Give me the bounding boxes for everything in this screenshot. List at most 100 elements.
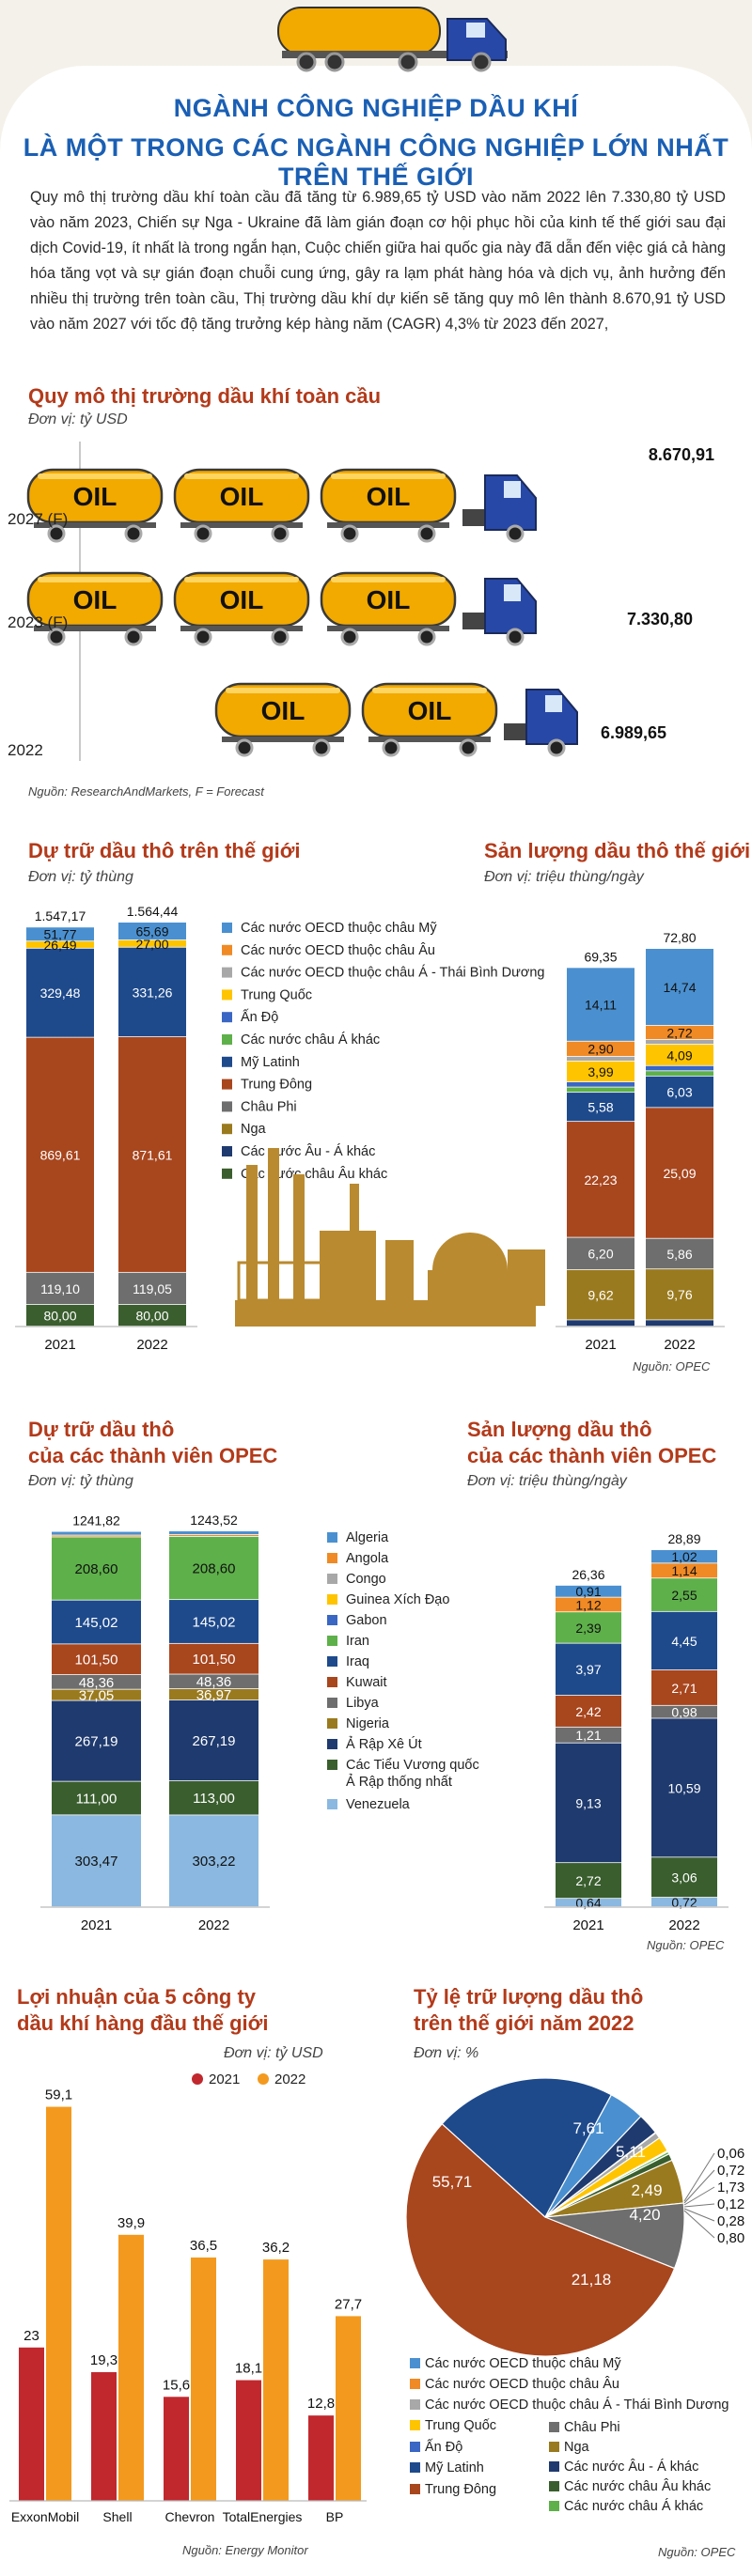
reserves_ww-segment-label: 329,48 <box>40 985 81 1001</box>
share-legend-item: Trung Quốc <box>410 2418 496 2433</box>
truck-wheel <box>417 524 436 543</box>
share-leader-line <box>683 2208 715 2222</box>
reserves_opec-total-label: 1243,52 <box>190 1513 238 1528</box>
production_opec-total-label: 28,89 <box>667 1531 700 1546</box>
profit-source: Nguồn: Energy Monitor <box>182 2543 308 2557</box>
share-slice-label: 0,06 <box>717 2146 744 2162</box>
production_ww-segment <box>646 1269 713 1320</box>
share-title-line2: trên thế giới năm 2022 <box>414 2011 634 2035</box>
ww-legend-label: Trung Đông <box>241 1078 312 1093</box>
share-legend-swatch <box>549 2442 559 2452</box>
production_ww-segment <box>646 1108 713 1238</box>
ww-legend-swatch <box>222 923 232 933</box>
production-ww-title: Sản lượng dầu thô thế giới <box>484 839 751 862</box>
reserves_ww-segment <box>26 941 94 948</box>
reserves_opec-segment <box>52 1674 141 1689</box>
production_ww-segment-label: 5,86 <box>666 1247 692 1262</box>
profit-bar <box>308 2415 334 2501</box>
production_opec-segment <box>651 1669 717 1705</box>
ww-legend-swatch <box>222 1124 232 1135</box>
reserves-ww-title: Dự trữ dầu thô trên thế giới <box>28 839 301 862</box>
reserves_opec-segment-label: 101,50 <box>193 1652 236 1668</box>
share-unit: Đơn vị: % <box>414 2045 479 2061</box>
reserves_ww-segment-label: 80,00 <box>43 1308 76 1323</box>
production-opec-unit: Đơn vị: triệu thùng/ngày <box>467 1473 627 1489</box>
profit-category: BP <box>326 2509 344 2524</box>
production_ww-segment-label: 14,11 <box>585 998 617 1013</box>
opec-legend-item: Nigeria <box>327 1716 390 1731</box>
reserves_opec-segment-label: 101,50 <box>75 1653 118 1668</box>
opec-legend-label: Ả Rập Xê Út <box>346 1736 422 1752</box>
reserves_opec-segment-label: 113,00 <box>193 1791 235 1807</box>
reserves_opec-segment-label: 111,00 <box>76 1791 118 1807</box>
truck-wheel <box>271 628 290 646</box>
opec-legend-label: Ả Rập thống nhất <box>346 1774 452 1790</box>
reserves_opec-segment-label: 208,60 <box>75 1561 118 1577</box>
truck-wheel <box>194 524 212 543</box>
share-slice-label: 4,20 <box>629 2206 660 2224</box>
reserves_ww-segment-label: 331,26 <box>133 985 173 1000</box>
production_opec-segment-label: 1,12 <box>575 1597 601 1612</box>
production_ww-total-label: 72,80 <box>663 930 696 945</box>
truck-cab <box>462 578 537 646</box>
reserves_opec-segment <box>169 1531 258 1535</box>
opec-legend-label: Iraq <box>346 1654 369 1669</box>
opec-legend-label: Guinea Xích Đạo <box>346 1592 449 1607</box>
reserves_opec-segment <box>52 1644 141 1675</box>
share-legend-item: Các nước châu Âu khác <box>549 2478 711 2494</box>
opec-legend-swatch <box>327 1532 337 1543</box>
hero-wheel <box>296 52 317 72</box>
share-leader-line <box>683 2186 715 2206</box>
production_opec-segment <box>556 1899 621 1907</box>
truck-wheel <box>124 524 143 543</box>
production_opec-segment-label: 2,42 <box>575 1704 601 1719</box>
production_opec-segment-label: 2,72 <box>575 1873 601 1888</box>
profit-bar <box>91 2372 117 2501</box>
share-legend-swatch <box>410 2420 420 2430</box>
production-ww-source: Nguồn: OPEC <box>633 1359 711 1373</box>
ww-legend-label: Trung Quốc <box>241 987 312 1002</box>
production_ww-category: 2021 <box>585 1337 616 1353</box>
profit-bar <box>263 2259 289 2501</box>
oil-tank: OIL <box>214 682 352 757</box>
production_opec-segment <box>651 1611 717 1670</box>
opec-legend-label: Libya <box>346 1696 380 1711</box>
ww-legend-swatch <box>222 1056 232 1067</box>
share-legend-item: Mỹ Latinh <box>410 2460 484 2475</box>
truck-wheel <box>124 628 143 646</box>
production_opec-segment-label: 9,13 <box>575 1795 601 1810</box>
reserves_opec-segment <box>52 1535 141 1537</box>
profit-legend-swatch <box>192 2073 203 2085</box>
reserves_ww-segment-label: 26,49 <box>43 938 76 953</box>
oil-tank: OIL <box>361 682 498 757</box>
oil-tank-label: OIL <box>367 585 411 614</box>
reserves_opec-segment <box>169 1815 258 1907</box>
share-legend-label: Châu Phi <box>564 2420 620 2435</box>
reserves_opec-segment-label: 208,60 <box>193 1560 236 1576</box>
reserves_opec-segment-label: 267,19 <box>193 1733 236 1749</box>
profit-value-label: 36,5 <box>190 2238 217 2254</box>
ww-legend-label: Mỹ Latinh <box>241 1055 300 1070</box>
reserves_ww-total-label: 1.547,17 <box>35 908 86 923</box>
production_opec-segment <box>556 1695 621 1727</box>
profit-bar <box>46 2106 71 2501</box>
production-opec-title-line1: Sản lượng dầu thô <box>467 1418 652 1441</box>
production_opec-segment <box>556 1612 621 1643</box>
production_ww-segment-label: 9,62 <box>588 1288 613 1303</box>
share-slice-label: 55,71 <box>432 2173 473 2191</box>
production_opec-segment-label: 10,59 <box>667 1780 700 1795</box>
production_ww-segment <box>567 1320 634 1327</box>
reserves_opec-segment <box>169 1643 258 1674</box>
reserves_ww-category: 2022 <box>136 1337 167 1353</box>
production_opec-category: 2022 <box>668 1917 699 1933</box>
truck-cab <box>462 474 537 543</box>
production_opec-segment <box>556 1597 621 1612</box>
profit-legend-swatch <box>258 2073 269 2085</box>
production_opec-segment <box>556 1585 621 1597</box>
share-legend-item: Nga <box>549 2440 590 2455</box>
oil-tank-label: OIL <box>261 696 306 725</box>
profit-bar <box>19 2347 44 2501</box>
share-slice-label: 0,80 <box>717 2230 744 2246</box>
